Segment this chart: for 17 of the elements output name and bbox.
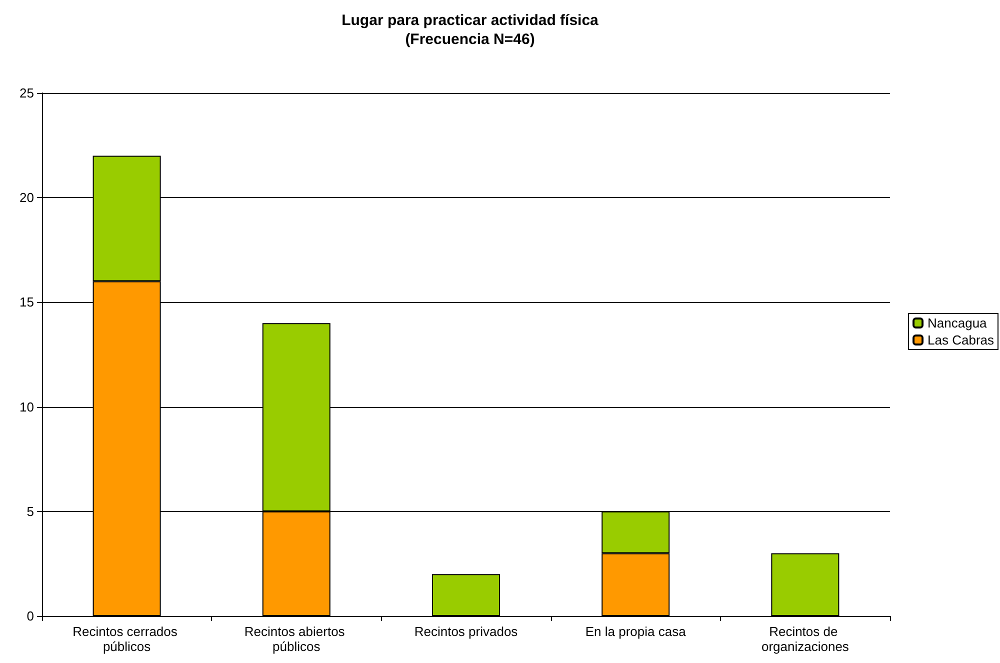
chart-subtitle: (Frecuencia N=46) (405, 31, 535, 48)
y-tick-label: 15 (20, 294, 34, 310)
legend-label: Nancagua (928, 316, 988, 330)
x-tick-label: Recintos cerrados públicos (72, 624, 181, 654)
x-tick-label: Recintos de organizaciones (761, 624, 850, 654)
bar (771, 553, 840, 616)
y-tick-label: 5 (26, 504, 34, 519)
y-tick-label: 0 (26, 608, 34, 624)
x-tick-label: En la propia casa (585, 624, 687, 639)
y-tick-label: 25 (20, 86, 34, 100)
y-tick-label: 20 (20, 190, 34, 206)
legend-label: Las Cabras (928, 332, 994, 348)
chart-title: Lugar para practicar actividad física (342, 12, 600, 29)
x-tick-label: Recintos privados (414, 624, 518, 639)
y-tick-label: 10 (20, 399, 34, 414)
x-tick-label: Recintos abiertos públicos (244, 624, 348, 654)
bar (432, 574, 500, 616)
